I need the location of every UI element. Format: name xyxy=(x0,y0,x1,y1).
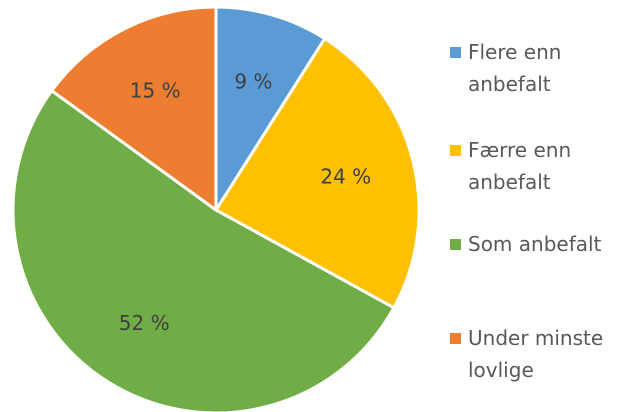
slice-labels: 9 % 24 % 52 % 15 % xyxy=(119,69,371,335)
legend-label-2-line-0: Som anbefalt xyxy=(468,232,602,256)
pie-slice-1 xyxy=(214,37,421,310)
pie-slices xyxy=(11,5,421,412)
legend-label-3-line-0: Under minste xyxy=(468,326,603,350)
slice-value-label-3: 15 % xyxy=(130,79,181,103)
legend-label-3-line-1: lovlige xyxy=(468,358,534,382)
legend-swatch-3 xyxy=(450,333,461,344)
legend: Flere enn anbefalt Færre enn anbefalt Som an… xyxy=(450,40,603,382)
legend-label-1-line-0: Færre enn xyxy=(468,138,571,162)
slice-value-label-2: 52 % xyxy=(119,311,170,335)
legend-label-0-line-1: anbefalt xyxy=(468,72,551,96)
slice-value-label-0: 9 % xyxy=(234,69,272,93)
pie-slice-2 xyxy=(11,89,396,412)
legend-swatch-1 xyxy=(450,145,461,156)
legend-label-0-line-0: Flere enn xyxy=(468,40,561,64)
pie-slice-0 xyxy=(214,5,327,212)
slice-value-label-1: 24 % xyxy=(320,165,371,189)
legend-label-1-line-1: anbefalt xyxy=(468,170,551,194)
legend-swatch-0 xyxy=(450,47,461,58)
pie-slice-3 xyxy=(50,5,218,212)
legend-swatch-2 xyxy=(450,239,461,250)
